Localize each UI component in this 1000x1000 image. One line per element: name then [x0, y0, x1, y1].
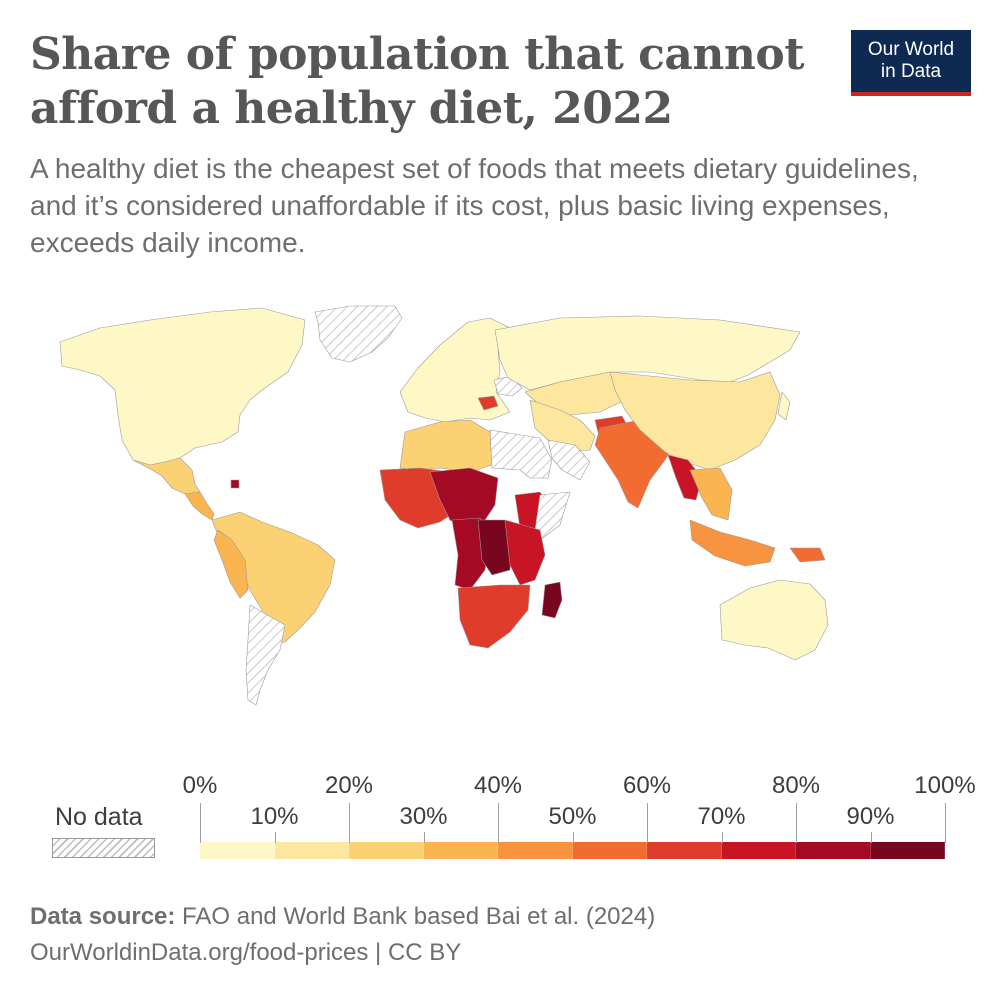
- legend-tick-line: [200, 803, 201, 843]
- region-greenland[interactable]: Greenland: [314, 305, 403, 363]
- region-libya-sudan-region[interactable]: Libya / Sudan region: [489, 429, 553, 479]
- chart-subtitle: A healthy diet is the cheapest set of fo…: [30, 153, 919, 258]
- region-middle-east[interactable]: Middle East: [529, 399, 596, 453]
- region-argentina[interactable]: Argentina: [245, 604, 286, 706]
- footer-url[interactable]: OurWorldinData.org/food-prices | CC BY: [30, 939, 462, 966]
- region-north-africa[interactable]: North Africa: [399, 419, 493, 473]
- legend-tick-label: 70%: [697, 803, 746, 830]
- legend-tick-label: 90%: [846, 803, 895, 830]
- legend-tick-line: [349, 803, 350, 843]
- legend-bin-7[interactable]: [721, 842, 796, 859]
- region-somalia[interactable]: Somalia: [534, 491, 571, 541]
- legend-tick-line: [721, 832, 723, 843]
- region-central-america[interactable]: Central America: [184, 491, 215, 521]
- data-source: Data source: FAO and World Bank based Ba…: [30, 903, 655, 931]
- region-papua-new-guinea[interactable]: Papua New Guinea: [789, 547, 826, 563]
- legend-tick-label: 80%: [771, 772, 821, 799]
- legend-tick-label: 50%: [548, 803, 597, 830]
- legend-tick-line: [796, 803, 797, 843]
- legend-bin-9[interactable]: [870, 842, 945, 859]
- legend-tick-line: [945, 803, 946, 843]
- legend-tick-line: [647, 803, 648, 843]
- region-north-america[interactable]: North America: [59, 307, 306, 466]
- legend-no-data-swatch[interactable]: [52, 838, 155, 858]
- chart-title: Share of population that cannot afford a…: [30, 29, 805, 134]
- owid-logo[interactable]: Our World in Data: [851, 30, 971, 96]
- legend-tick-label: 30%: [399, 803, 448, 830]
- region-saudi-arabia[interactable]: Saudi Arabia: [547, 439, 591, 481]
- region-myanmar[interactable]: Myanmar: [667, 454, 703, 501]
- legend-tick-line: [274, 832, 276, 843]
- legend-tick-line: [572, 832, 574, 843]
- legend-bin-4[interactable]: [498, 842, 573, 859]
- legend-tick-label: 40%: [473, 772, 523, 799]
- legend-color-bar: [200, 842, 945, 859]
- region-romania[interactable]: Romania: [477, 395, 499, 411]
- region-haiti[interactable]: Haiti: [230, 479, 240, 489]
- region-southeast-asia[interactable]: Southeast Asia: [689, 467, 733, 521]
- legend-bin-5[interactable]: [572, 842, 647, 859]
- legend-tick-label: 60%: [622, 772, 672, 799]
- logo-line-2: in Data: [880, 61, 942, 82]
- legend-tick-label: 0%: [182, 772, 218, 799]
- legend-tick-label: 10%: [250, 803, 299, 830]
- region-east-africa[interactable]: East Africa: [504, 519, 546, 586]
- region-australia[interactable]: Australia: [719, 579, 829, 661]
- source-label: Data source:: [30, 903, 176, 930]
- legend-bin-0[interactable]: [200, 842, 275, 859]
- legend-tick-line: [498, 803, 499, 843]
- legend-tick-line: [423, 832, 425, 843]
- legend-bin-8[interactable]: [796, 842, 871, 859]
- logo-line-1: Our World: [867, 39, 955, 60]
- legend-no-data-label: No data: [55, 803, 143, 831]
- legend-bin-3[interactable]: [423, 842, 498, 859]
- region-peru-andes[interactable]: Peru / Andes: [213, 529, 249, 599]
- legend-tick-line: [870, 832, 872, 843]
- legend-bin-1[interactable]: [274, 842, 349, 859]
- legend-tick-label: 100%: [914, 772, 976, 799]
- source-text: FAO and World Bank based Bai et al. (202…: [175, 903, 656, 930]
- region-southern-africa[interactable]: Southern Africa: [457, 584, 531, 649]
- region-japan[interactable]: Japan: [777, 391, 791, 421]
- legend-bin-2[interactable]: [349, 842, 424, 859]
- region-china[interactable]: China: [609, 371, 781, 471]
- region-mexico[interactable]: Mexico: [132, 457, 201, 495]
- legend-bin-6[interactable]: [647, 842, 722, 859]
- legend-tick-label: 20%: [324, 772, 374, 799]
- region-madagascar[interactable]: Madagascar: [541, 581, 563, 619]
- region-indonesia[interactable]: Indonesia: [689, 519, 776, 567]
- world-map[interactable]: GreenlandNorth AmericaMexicoCentral Amer…: [40, 290, 960, 730]
